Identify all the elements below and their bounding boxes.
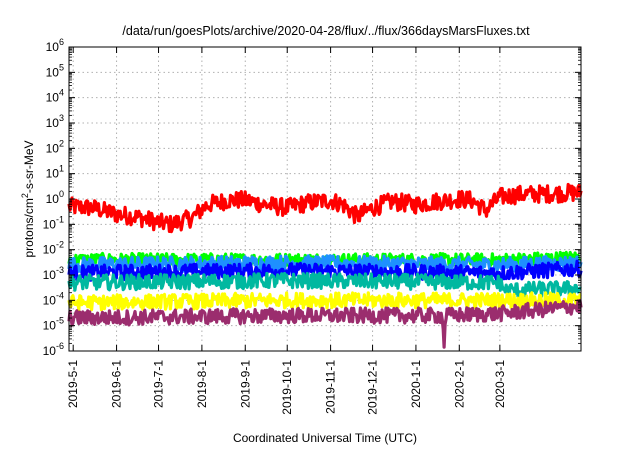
chart-title: /data/run/goesPlots/archive/2020-04-28/f…: [122, 24, 530, 38]
series-line-4: [67, 271, 582, 299]
y-tick-exp: -5: [56, 316, 64, 326]
y-tick-base: 10: [43, 293, 57, 307]
y-tick-exp: -3: [56, 265, 64, 275]
y-tick-base: 10: [46, 65, 60, 79]
y-tick-label: 10-5: [43, 316, 64, 333]
axes: [68, 46, 582, 352]
y-tick-label: 106: [46, 37, 64, 54]
series-line-6: [67, 298, 583, 349]
y-tick-label: 10-3: [43, 265, 64, 282]
y-tick-base: 10: [46, 91, 60, 105]
x-tick-label: 2019-8-1: [195, 360, 209, 408]
y-tick-label: 105: [46, 62, 64, 79]
y-tick-base: 10: [46, 192, 60, 206]
y-tick-base: 10: [46, 167, 60, 181]
x-tick-label: 2020-3-1: [493, 360, 507, 408]
x-tick-label: 2019-12-1: [366, 360, 380, 415]
x-tick-label: 2019-6-1: [110, 360, 124, 408]
y-tick-label: 10-6: [43, 341, 64, 358]
series-line-5: [67, 291, 582, 312]
x-tick-label: 2020-2-1: [452, 360, 466, 408]
series-line-2: [67, 254, 583, 274]
plot-frame: [68, 46, 582, 352]
y-tick-label: 104: [46, 88, 64, 105]
y-tick-base: 10: [43, 268, 57, 282]
y-tick-label: 101: [46, 164, 64, 181]
x-tick-label: 2019-10-1: [280, 360, 294, 415]
y-tick-exp: 1: [59, 164, 64, 174]
y-tick-exp: 6: [59, 37, 64, 47]
y-tick-exp: 2: [59, 138, 64, 148]
x-axis-label: Coordinated Universal Time (UTC): [233, 431, 417, 445]
x-tick-labels: 2019-5-1 2019-6-1 2019-7-1 2019-8-1 2019-9-1…: [66, 360, 507, 415]
y-tick-exp: 3: [59, 113, 64, 123]
y-tick-base: 10: [46, 141, 60, 155]
x-tick-label: 2019-7-1: [152, 360, 166, 408]
x-tick-label: 2019-9-1: [238, 360, 252, 408]
y-tick-label: 100: [46, 189, 64, 206]
y-tick-base: 10: [46, 116, 60, 130]
y-tick-label: 10-2: [43, 240, 64, 257]
y-tick-base: 10: [43, 344, 57, 358]
y-tick-exp: -1: [56, 214, 64, 224]
y-tick-exp: -4: [56, 290, 64, 300]
y-tick-label: 10-1: [43, 214, 64, 231]
y-tick-base: 10: [43, 217, 57, 231]
y-tick-label: 103: [46, 113, 64, 130]
x-tick-label: 2019-11-1: [324, 360, 338, 414]
y-axis-label: protons/cm2-s-sr-MeV: [20, 140, 36, 257]
y-tick-exp: 0: [59, 189, 64, 199]
y-tick-exp: 4: [59, 88, 64, 98]
y-tick-label: 102: [46, 138, 64, 155]
y-tick-base: 10: [43, 319, 57, 333]
x-tick-label: 2019-5-1: [66, 360, 80, 408]
y-tick-label: 10-4: [43, 290, 64, 307]
series-layer: [67, 182, 583, 349]
y-tick-exp: -2: [56, 240, 64, 250]
y-tick-exp: -6: [56, 341, 64, 351]
series-line-0: [67, 182, 583, 234]
y-tick-base: 10: [46, 40, 60, 54]
y-tick-base: 10: [43, 243, 57, 257]
y-tick-labels: 10610510410310210110010-110-210-310-410-…: [43, 37, 64, 358]
y-axis-label-suffix: -s-sr-MeV: [22, 140, 36, 193]
x-tick-label: 2020-1-1: [409, 360, 423, 408]
series-line-3: [67, 259, 583, 282]
y-tick-exp: 5: [59, 62, 64, 72]
y-axis-label-prefix: protons/cm: [22, 198, 36, 257]
y-axis-label-sup: 2: [20, 193, 30, 198]
